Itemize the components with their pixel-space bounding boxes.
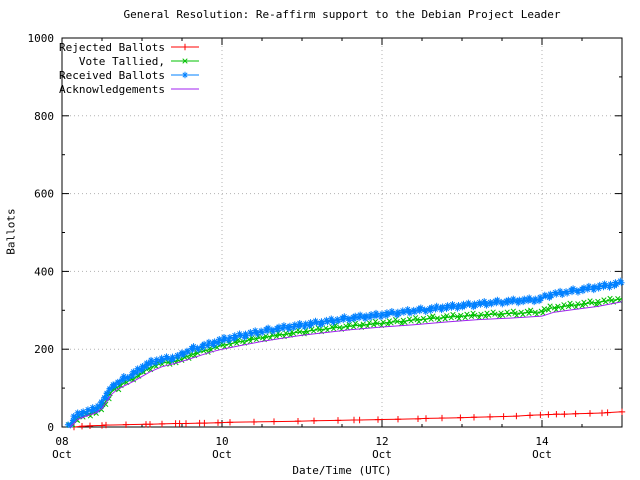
series-acknowledgements <box>69 301 623 428</box>
legend-label: Rejected Ballots <box>59 41 165 54</box>
x-tick-label-month: Oct <box>212 448 232 461</box>
x-tick-label-day: 10 <box>215 435 228 448</box>
y-tick-label: 1000 <box>28 32 55 45</box>
y-tick-label: 400 <box>34 265 54 278</box>
x-axis-label: Date/Time (UTC) <box>292 464 392 477</box>
series-received-ballots <box>64 277 625 429</box>
x-tick-label-day: 14 <box>535 435 549 448</box>
legend-label: Vote Tallied, <box>79 55 165 68</box>
legend-label: Received Ballots <box>59 69 165 82</box>
x-tick-label-month: Oct <box>52 448 72 461</box>
plot-border <box>61 37 623 428</box>
y-tick-label: 600 <box>34 188 54 201</box>
x-tick-label-month: Oct <box>372 448 392 461</box>
chart-title: General Resolution: Re-affirm support to… <box>123 8 561 21</box>
grid-lines <box>62 38 622 427</box>
x-tick-label-day: 08 <box>55 435 68 448</box>
y-tick-label: 200 <box>34 343 54 356</box>
legend-label: Acknowledgements <box>59 83 165 96</box>
x-tick-label-day: 12 <box>375 435 388 448</box>
y-tick-label: 0 <box>47 421 54 434</box>
y-tick-label: 800 <box>34 110 54 123</box>
x-tick-label-month: Oct <box>532 448 552 461</box>
